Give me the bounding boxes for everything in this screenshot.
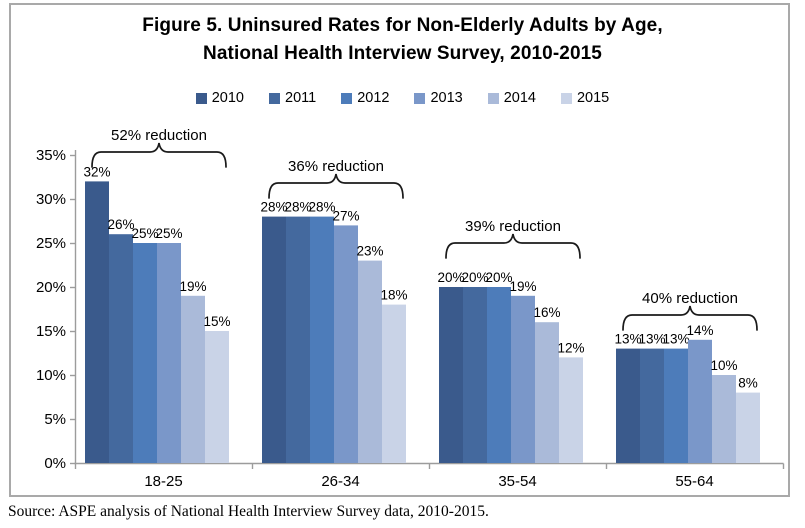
bar-2010-18-25: [85, 181, 109, 463]
bar-label-2012-35-54: 20%: [485, 270, 512, 285]
bar-label-2011-35-54: 20%: [461, 270, 488, 285]
bar-label-2013-55-64: 14%: [686, 323, 713, 338]
reduction-brace: [268, 173, 404, 199]
source-note: Source: ASPE analysis of National Health…: [8, 503, 489, 520]
chart-title-line2: National Health Interview Survey, 2010-2…: [203, 43, 602, 64]
bar-label-2012-55-64: 13%: [662, 332, 689, 347]
chart-title-line1: Figure 5. Uninsured Rates for Non-Elderl…: [142, 15, 663, 36]
legend-swatch-icon: [560, 92, 572, 104]
reduction-label: 39% reduction: [465, 218, 561, 235]
bar-2015-35-54: [559, 357, 583, 463]
bar-label-2013-35-54: 19%: [509, 279, 536, 294]
bar-label-2015-26-34: 18%: [380, 288, 407, 303]
x-axis-category-label: 18-25: [144, 473, 182, 490]
bar-label-2011-55-64: 13%: [638, 332, 665, 347]
reduction-brace: [91, 142, 227, 168]
bar-label-2011-18-25: 26%: [107, 217, 134, 232]
legend-swatch-icon: [341, 92, 353, 104]
bar-label-2015-35-54: 12%: [557, 340, 584, 355]
legend-swatch-icon: [414, 92, 426, 104]
bar-2011-55-64: [640, 348, 664, 463]
bar-2010-35-54: [439, 287, 463, 463]
bar-2011-18-25: [109, 234, 133, 463]
bar-2013-18-25: [157, 243, 181, 463]
legend-item-2010: 2010: [195, 90, 244, 106]
legend-label: 2013: [430, 90, 463, 106]
bar-2013-26-34: [334, 225, 358, 463]
bar-label-2010-55-64: 13%: [614, 332, 641, 347]
bar-2013-35-54: [511, 295, 535, 463]
bar-2014-18-25: [181, 295, 205, 463]
legend-item-2015: 2015: [560, 90, 610, 106]
bar-2011-35-54: [463, 287, 487, 463]
legend-swatch-icon: [269, 92, 280, 104]
bar-2010-26-34: [262, 216, 286, 463]
bar-label-2014-26-34: 23%: [356, 244, 383, 259]
y-axis-tick-label: 35%: [36, 147, 66, 164]
bar-label-2010-35-54: 20%: [437, 270, 464, 285]
y-axis-tick-label: 25%: [36, 235, 66, 252]
y-axis-tick-label: 5%: [44, 411, 66, 428]
bar-label-2013-18-25: 25%: [155, 226, 182, 241]
y-axis-tick-label: 0%: [44, 455, 66, 472]
legend-label: 2012: [357, 90, 390, 106]
legend-swatch-icon: [195, 92, 207, 104]
reduction-label: 52% reduction: [111, 127, 207, 144]
legend-item-2012: 2012: [341, 90, 389, 106]
bar-label-2014-35-54: 16%: [533, 305, 560, 320]
y-axis-tick-label: 20%: [36, 279, 66, 296]
bar-2013-55-64: [688, 339, 712, 463]
legend-label: 2011: [285, 90, 317, 106]
bar-label-2013-26-34: 27%: [332, 208, 359, 223]
bar-2010-55-64: [616, 348, 640, 463]
bar-2014-35-54: [535, 322, 559, 463]
bar-2012-26-34: [310, 216, 334, 463]
bar-2014-55-64: [712, 375, 736, 463]
bar-label-2010-18-25: 32%: [83, 164, 110, 179]
bar-2012-18-25: [133, 243, 157, 463]
legend: 2010 2011 2012 2013 2014 2015: [0, 90, 805, 106]
y-axis-tick-label: 15%: [36, 323, 66, 340]
legend-item-2011: 2011: [269, 90, 316, 106]
bar-2012-35-54: [487, 287, 511, 463]
x-axis-category-label: 26-34: [321, 473, 359, 490]
legend-item-2014: 2014: [487, 90, 536, 106]
bar-2015-26-34: [382, 304, 406, 463]
bar-2014-26-34: [358, 260, 382, 463]
bar-label-2014-18-25: 19%: [179, 279, 206, 294]
bar-label-2015-55-64: 8%: [738, 376, 758, 391]
y-axis-tick-label: 10%: [36, 367, 66, 384]
reduction-label: 40% reduction: [642, 290, 738, 307]
reduction-brace: [622, 305, 758, 331]
bar-label-2012-18-25: 25%: [131, 226, 158, 241]
bar-2015-55-64: [736, 392, 760, 463]
legend-label: 2015: [576, 90, 610, 106]
reduction-brace: [445, 233, 581, 259]
bar-label-2012-26-34: 28%: [308, 200, 335, 215]
bar-label-2011-26-34: 28%: [284, 200, 311, 215]
bar-2011-26-34: [286, 216, 310, 463]
x-axis-category-label: 35-54: [498, 473, 536, 490]
bar-2015-18-25: [205, 331, 229, 463]
bar-label-2014-55-64: 10%: [710, 358, 737, 373]
bar-label-2015-18-25: 15%: [203, 314, 230, 329]
x-axis-category-label: 55-64: [675, 473, 713, 490]
y-axis-tick-label: 30%: [36, 191, 66, 208]
legend-label: 2010: [211, 90, 244, 106]
chart-title: Figure 5. Uninsured Rates for Non-Elderl…: [0, 12, 805, 68]
legend-swatch-icon: [487, 92, 499, 104]
legend-label: 2014: [503, 90, 536, 106]
bar-2012-55-64: [664, 348, 688, 463]
reduction-label: 36% reduction: [288, 158, 384, 175]
legend-item-2013: 2013: [414, 90, 463, 106]
bar-label-2010-26-34: 28%: [260, 200, 287, 215]
